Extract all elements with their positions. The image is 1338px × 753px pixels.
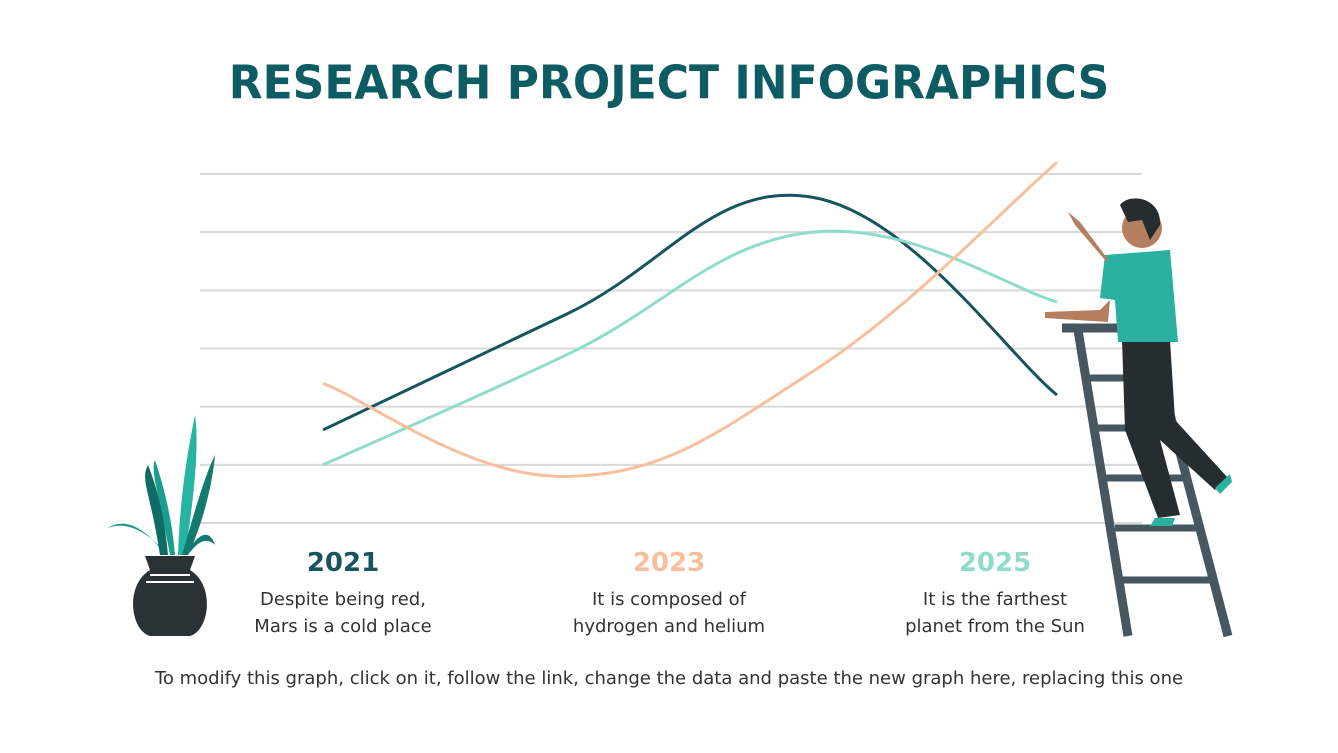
description-line-1: It is composed of <box>591 589 747 610</box>
year-label: 2021 <box>306 548 380 578</box>
column-2023: 2023 It is composed of hydrogen and heli… <box>519 548 819 640</box>
year-label: 2023 <box>632 548 706 578</box>
description-line-2: planet from the Sun <box>905 616 1085 637</box>
series-line-3 <box>322 161 1058 478</box>
page-title: RESEARCH PROJECT INFOGRAPHICS <box>228 56 1110 111</box>
description-line-2: hydrogen and helium <box>572 616 766 637</box>
description-line-2: Mars is a cold place <box>254 616 432 637</box>
plant-illustration <box>108 415 215 636</box>
description-line-1: It is the farthest <box>922 589 1068 610</box>
column-2025: 2025 It is the farthest planet from the … <box>845 548 1145 640</box>
column-2021: 2021 Despite being red, Mars is a cold p… <box>193 548 493 640</box>
person-on-ladder-illustration <box>1045 198 1233 638</box>
gridlines <box>200 173 1142 524</box>
series-lines <box>322 161 1058 478</box>
footer-instructions: To modify this graph, click on it, follo… <box>154 668 1184 689</box>
year-label: 2025 <box>958 548 1032 578</box>
series-line-1 <box>322 193 1058 432</box>
description-line-1: Despite being red, <box>260 589 426 610</box>
